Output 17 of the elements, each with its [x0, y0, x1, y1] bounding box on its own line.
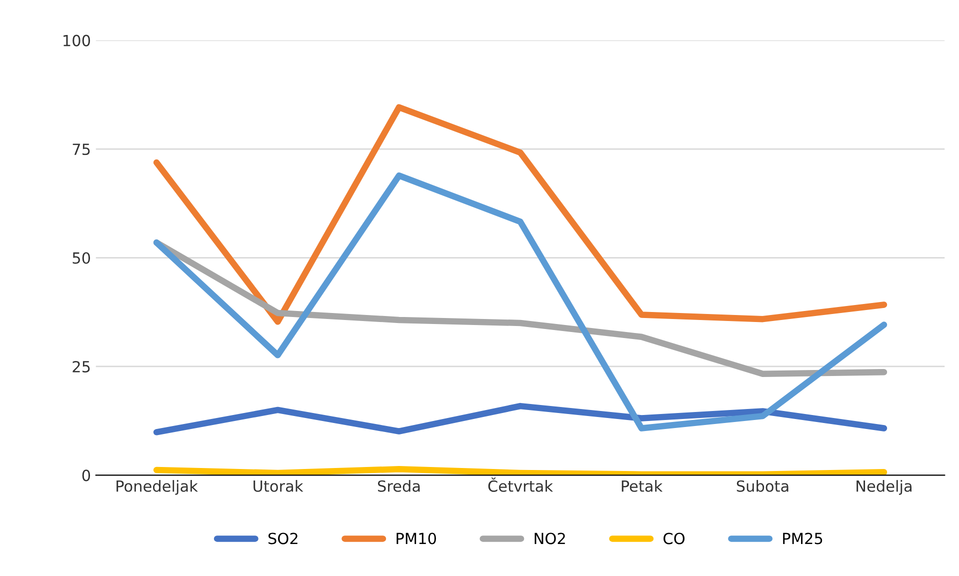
y-tick-label: 75	[72, 144, 90, 156]
x-tick-label: Ponedeljak	[116, 480, 198, 495]
x-tick-label: Sreda	[378, 480, 420, 492]
legend-label: NO2	[534, 532, 565, 544]
legend-label: CO	[664, 532, 685, 544]
x-tick-label: Petak	[622, 480, 663, 492]
legend-label: SO2	[268, 532, 298, 544]
y-tick-label: 25	[72, 360, 90, 372]
x-tick-label: Nedelja	[856, 480, 912, 495]
legend-label: PM10	[396, 532, 436, 544]
legend-label: PM25	[783, 532, 822, 544]
x-tick-label: Utorak	[254, 480, 304, 492]
y-tick-label: 50	[72, 252, 90, 264]
y-tick-label: 0	[82, 470, 90, 482]
x-tick-label: Subota	[736, 480, 788, 492]
y-tick-label: 100	[64, 34, 90, 46]
x-tick-label: Četvrtak	[488, 478, 554, 492]
